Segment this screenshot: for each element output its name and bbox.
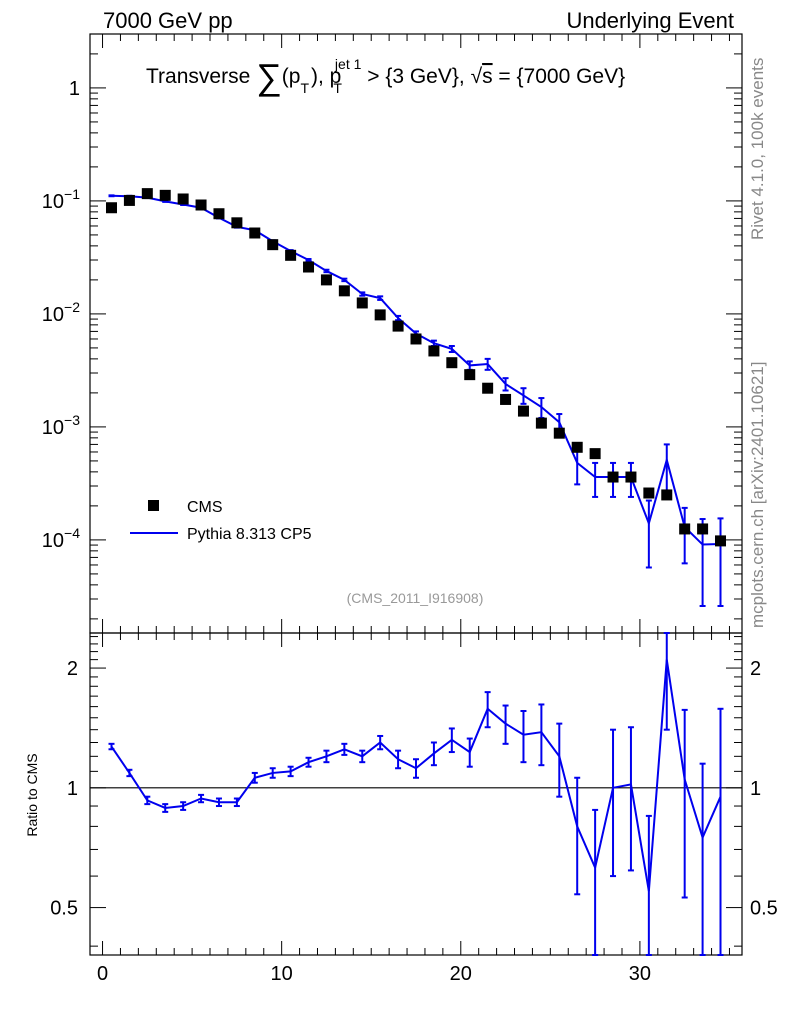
cms-point — [249, 227, 261, 239]
x-tick-label: 30 — [629, 963, 651, 985]
svg-text:Transverse ∑(pT), pTjet 1 > {3: Transverse ∑(pT), pTjet 1 > {3 GeV}, √s … — [146, 56, 625, 97]
title-sup-jet: jet 1 — [334, 56, 362, 72]
cms-point — [392, 320, 404, 332]
cms-point — [195, 199, 207, 211]
x-tick-label: 10 — [271, 963, 293, 985]
cms-point — [374, 309, 386, 321]
cms-point — [105, 202, 117, 214]
x-tick-label: 20 — [450, 963, 472, 985]
title-sub-t: T — [300, 80, 309, 96]
cms-point — [679, 523, 691, 535]
chart-title: Transverse ∑(pT), pTjet 1 > {3 GeV}, √s … — [146, 56, 625, 97]
ratio-y-tick-label: 1 — [67, 778, 78, 800]
cms-point — [320, 274, 332, 286]
ratio-y-tick-label-right: 0.5 — [750, 898, 778, 920]
cms-point — [446, 357, 458, 369]
header-left: 7000 GeV pp — [103, 8, 233, 33]
y-tick-label: 10−4 — [42, 525, 80, 552]
cms-point — [625, 471, 637, 483]
legend-cms-label: CMS — [187, 499, 223, 516]
legend: CMS Pythia 8.313 CP5 — [130, 499, 312, 543]
cms-point — [338, 285, 350, 297]
cms-point — [553, 427, 565, 439]
ratio-y-tick-label-right: 1 — [750, 778, 761, 800]
title-sub-t2: T — [333, 80, 342, 96]
cms-point — [535, 417, 547, 429]
cms-point — [231, 217, 243, 229]
cms-point — [571, 441, 583, 453]
cms-point — [715, 535, 727, 547]
ratio-y-tick-label-right: 2 — [750, 658, 761, 680]
cms-point — [303, 261, 315, 273]
title-pre: Transverse — [146, 65, 256, 88]
legend-pythia-label: Pythia 8.313 CP5 — [187, 526, 312, 543]
y-tick-label: 10−2 — [42, 299, 80, 326]
cms-point — [177, 193, 189, 205]
ratio-y-tick-label: 0.5 — [50, 898, 78, 920]
cms-point — [285, 249, 297, 261]
cms-point — [267, 239, 279, 251]
cms-point — [428, 345, 440, 357]
ratio-y-tick-label: 2 — [67, 658, 78, 680]
x-tick-label: 0 — [97, 963, 108, 985]
cms-point — [464, 369, 476, 381]
header-right: Underlying Event — [566, 8, 734, 33]
cms-point — [500, 393, 512, 405]
cms-point — [213, 208, 225, 220]
cms-point — [410, 333, 422, 345]
cms-point — [517, 405, 529, 417]
title-post: > {3 GeV}, — [361, 65, 470, 88]
title-mid: ), p — [311, 65, 341, 88]
cms-point — [356, 297, 368, 309]
pythia-line — [111, 194, 721, 546]
y-tick-label: 10−3 — [42, 412, 80, 439]
cms-point — [643, 487, 655, 499]
cms-point — [482, 382, 494, 394]
ratio-panel-frame — [89, 632, 743, 956]
cms-point — [159, 189, 171, 201]
title-sqrt: √ — [471, 65, 483, 88]
cms-point — [141, 188, 153, 200]
legend-cms-marker — [148, 500, 159, 511]
cms-point — [589, 448, 601, 460]
ratio-ylabel: Ratio to CMS — [24, 753, 40, 836]
cms-point — [607, 471, 619, 483]
y-tick-label: 1 — [69, 78, 80, 100]
title-s: s — [482, 65, 493, 88]
title-sum-symbol: ∑ — [256, 56, 282, 97]
analysis-label: (CMS_2011_I916908) — [347, 590, 484, 606]
cms-point — [123, 194, 135, 206]
y-tick-label: 10−1 — [42, 186, 80, 213]
title-tail: = {7000 GeV} — [493, 65, 626, 88]
title-open: (p — [282, 65, 301, 88]
cms-point — [661, 489, 673, 501]
cms-point — [697, 523, 709, 535]
